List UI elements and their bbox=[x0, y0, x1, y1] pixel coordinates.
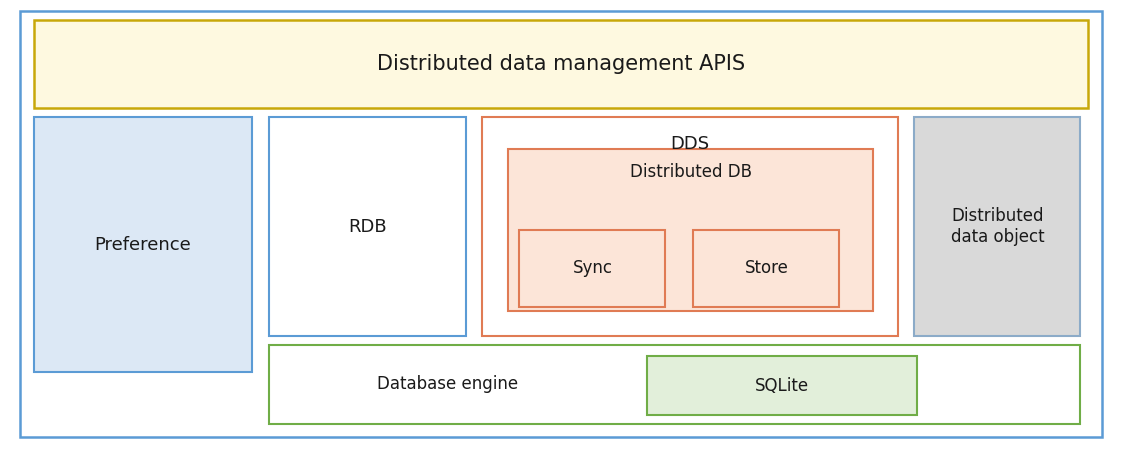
FancyBboxPatch shape bbox=[34, 20, 1088, 108]
Text: Database engine: Database engine bbox=[377, 376, 518, 393]
FancyBboxPatch shape bbox=[914, 117, 1080, 336]
Text: Store: Store bbox=[744, 259, 789, 277]
FancyBboxPatch shape bbox=[508, 149, 873, 311]
FancyBboxPatch shape bbox=[693, 230, 839, 307]
Text: Distributed DB: Distributed DB bbox=[629, 162, 752, 180]
FancyBboxPatch shape bbox=[269, 117, 466, 336]
Text: Distributed data management APIS: Distributed data management APIS bbox=[377, 54, 745, 74]
Text: Distributed
data object: Distributed data object bbox=[950, 207, 1045, 246]
Text: Preference: Preference bbox=[94, 236, 192, 253]
FancyBboxPatch shape bbox=[647, 356, 917, 415]
FancyBboxPatch shape bbox=[34, 117, 252, 372]
Text: SQLite: SQLite bbox=[755, 377, 809, 395]
Text: Sync: Sync bbox=[572, 259, 613, 277]
FancyBboxPatch shape bbox=[482, 117, 898, 336]
FancyBboxPatch shape bbox=[519, 230, 665, 307]
Text: DDS: DDS bbox=[671, 134, 709, 152]
FancyBboxPatch shape bbox=[269, 345, 1080, 424]
Text: RDB: RDB bbox=[348, 218, 387, 235]
FancyBboxPatch shape bbox=[20, 11, 1102, 437]
